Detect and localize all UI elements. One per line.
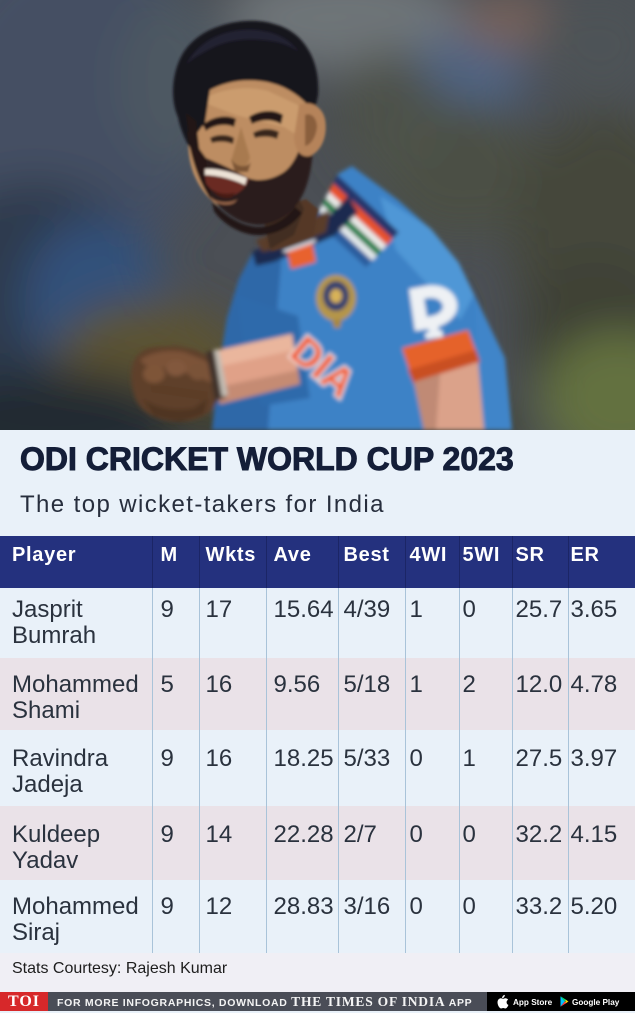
- svg-text:App Store: App Store: [513, 998, 553, 1007]
- svg-text:Google Play: Google Play: [572, 998, 620, 1007]
